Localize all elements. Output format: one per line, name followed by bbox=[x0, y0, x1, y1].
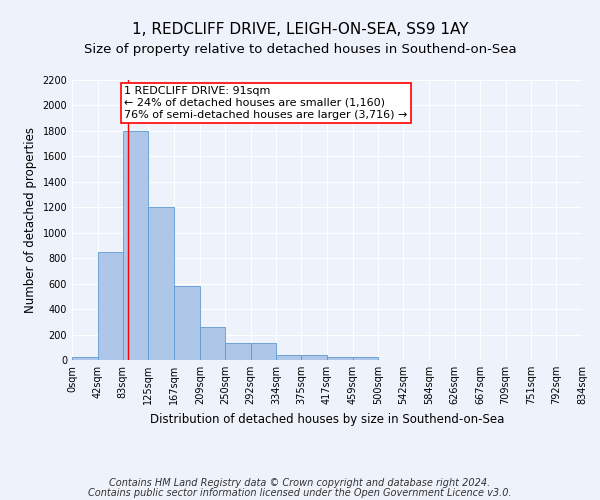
Bar bbox=[251, 344, 276, 360]
Bar bbox=[148, 208, 174, 360]
Text: Size of property relative to detached houses in Southend-on-Sea: Size of property relative to detached ho… bbox=[83, 42, 517, 56]
Bar bbox=[276, 355, 301, 360]
Bar bbox=[98, 252, 123, 360]
Y-axis label: Number of detached properties: Number of detached properties bbox=[24, 127, 37, 313]
Bar bbox=[301, 355, 327, 360]
Text: Contains public sector information licensed under the Open Government Licence v3: Contains public sector information licen… bbox=[88, 488, 512, 498]
X-axis label: Distribution of detached houses by size in Southend-on-Sea: Distribution of detached houses by size … bbox=[150, 412, 504, 426]
Text: Contains HM Land Registry data © Crown copyright and database right 2024.: Contains HM Land Registry data © Crown c… bbox=[109, 478, 491, 488]
Text: 1 REDCLIFF DRIVE: 91sqm
← 24% of detached houses are smaller (1,160)
76% of semi: 1 REDCLIFF DRIVE: 91sqm ← 24% of detache… bbox=[124, 86, 407, 120]
Bar bbox=[174, 286, 200, 360]
Bar bbox=[327, 357, 353, 360]
Text: 1, REDCLIFF DRIVE, LEIGH-ON-SEA, SS9 1AY: 1, REDCLIFF DRIVE, LEIGH-ON-SEA, SS9 1AY bbox=[132, 22, 468, 38]
Bar bbox=[72, 357, 98, 360]
Bar bbox=[225, 344, 251, 360]
Bar bbox=[200, 327, 225, 360]
Bar bbox=[123, 131, 148, 360]
Bar bbox=[353, 358, 378, 360]
